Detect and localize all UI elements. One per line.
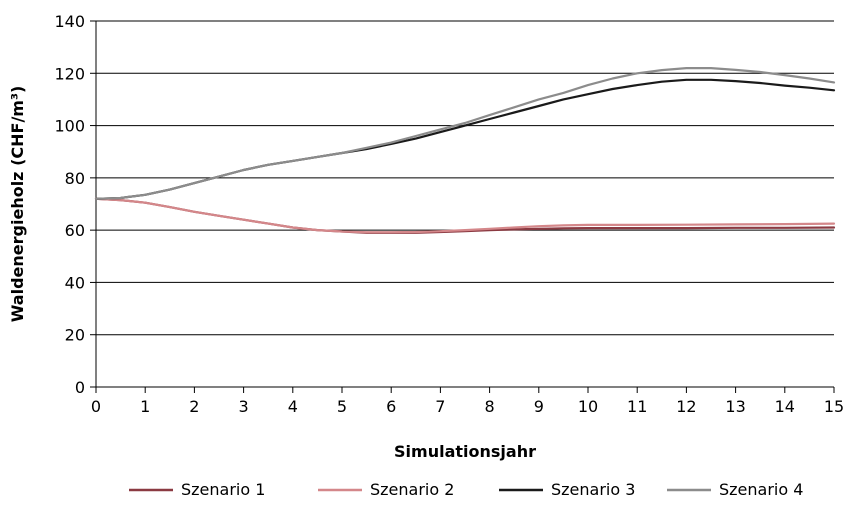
y-tick-labels: 0 20 40 60 80 100 120 140 — [54, 12, 96, 397]
x-tick-label-14: 14 — [775, 397, 795, 416]
legend-label-1: Szenario 1 — [181, 480, 265, 499]
x-tick-label-2: 2 — [189, 397, 199, 416]
y-tick-label-0: 0 — [75, 378, 85, 397]
x-tick-label-5: 5 — [337, 397, 347, 416]
x-tick-label-10: 10 — [578, 397, 598, 416]
x-tick-label-4: 4 — [288, 397, 298, 416]
x-tick-label-11: 11 — [627, 397, 647, 416]
series-lines — [94, 66, 836, 234]
series-line-1 — [94, 197, 836, 234]
x-tick-label-13: 13 — [725, 397, 745, 416]
x-tick-label-3: 3 — [239, 397, 249, 416]
x-axis-title: Simulationsjahr — [394, 442, 536, 461]
y-tick-label-4: 80 — [65, 169, 85, 188]
series-line-2 — [94, 197, 836, 234]
legend-label-2: Szenario 2 — [370, 480, 454, 499]
y-tick-label-5: 100 — [54, 117, 85, 136]
y-tick-label-3: 60 — [65, 221, 85, 240]
x-tick-label-9: 9 — [534, 397, 544, 416]
x-tick-label-12: 12 — [676, 397, 696, 416]
y-axis-title: Waldenergieholz (CHF/m³) — [8, 86, 27, 323]
series-line-4 — [94, 66, 836, 200]
x-tick-label-8: 8 — [485, 397, 495, 416]
axes — [95, 21, 834, 388]
x-tick-label-6: 6 — [386, 397, 396, 416]
x-tick-label-7: 7 — [435, 397, 445, 416]
y-tick-label-6: 120 — [54, 64, 85, 83]
x-tick-labels: 0 1 2 3 4 5 6 7 8 9 10 11 12 13 14 15 — [91, 387, 844, 416]
x-tick-label-1: 1 — [140, 397, 150, 416]
y-tick-label-2: 40 — [65, 273, 85, 292]
x-tick-label-0: 0 — [91, 397, 101, 416]
x-tick-label-15: 15 — [824, 397, 844, 416]
legend-label-4: Szenario 4 — [719, 480, 803, 499]
legend: Szenario 1 Szenario 2 Szenario 3 Szenario 4 — [129, 480, 803, 499]
y-tick-label-7: 140 — [54, 12, 85, 31]
legend-label-3: Szenario 3 — [551, 480, 635, 499]
y-tick-label-1: 20 — [65, 326, 85, 345]
